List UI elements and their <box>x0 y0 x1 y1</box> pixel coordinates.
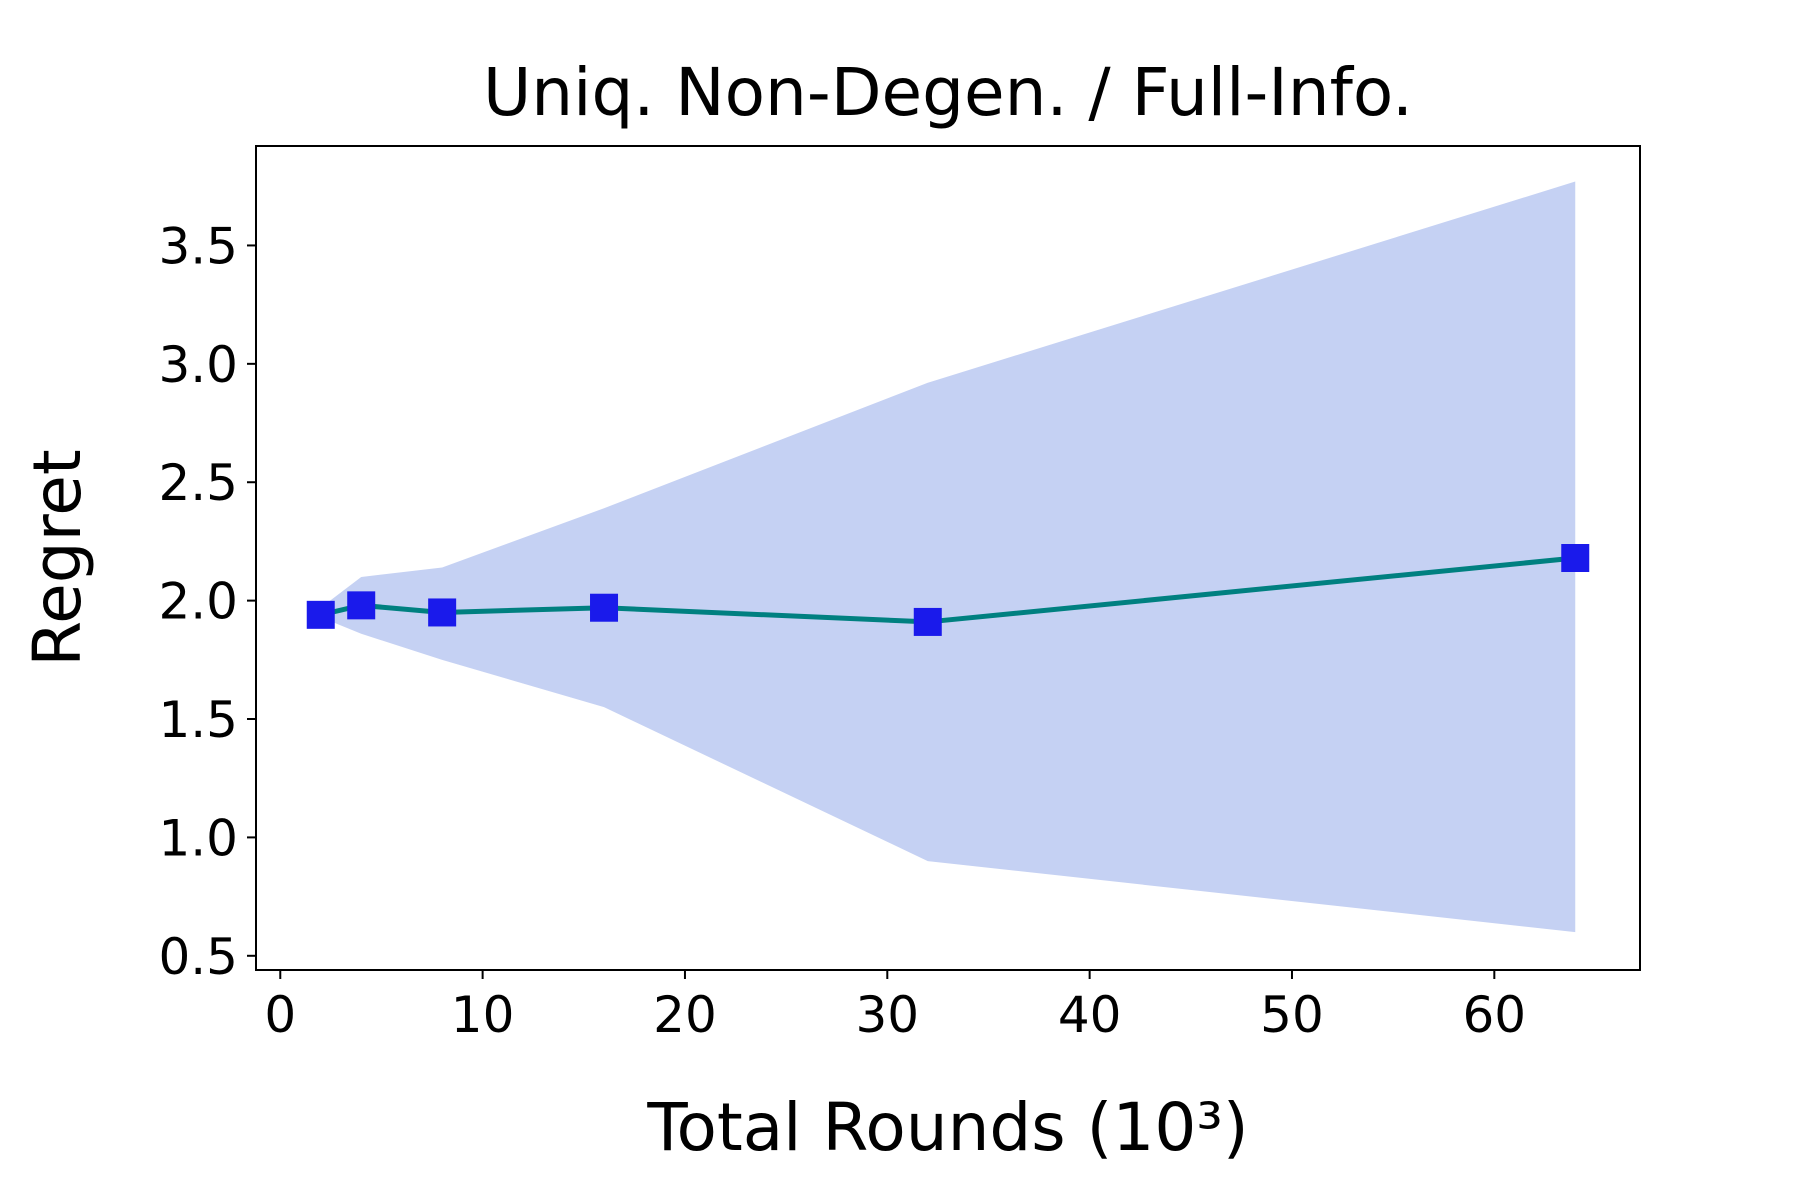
marker <box>347 591 376 620</box>
y-axis-label: Regret <box>19 449 96 667</box>
x-tick-label: 20 <box>653 986 717 1044</box>
marker <box>306 600 335 629</box>
marker <box>913 607 942 636</box>
plot-frame <box>255 145 1641 971</box>
y-tick-label: 2.5 <box>158 454 238 512</box>
marker <box>428 598 457 627</box>
y-tick-label: 1.5 <box>158 691 238 749</box>
error-band <box>320 181 1576 933</box>
y-tick-label: 3.5 <box>158 217 238 275</box>
y-tick-label: 0.5 <box>158 928 238 986</box>
x-tick-label: 0 <box>264 986 296 1044</box>
x-tick-label: 60 <box>1463 986 1527 1044</box>
y-tick-label: 2.0 <box>158 573 238 631</box>
x-tick-label: 10 <box>451 986 515 1044</box>
x-tick-label: 40 <box>1058 986 1122 1044</box>
marker <box>590 593 619 622</box>
x-tick-label: 50 <box>1260 986 1324 1044</box>
marker <box>1561 544 1590 572</box>
x-tick-label: 30 <box>855 986 919 1044</box>
x-axis-label: Total Rounds (10³) <box>646 1089 1248 1166</box>
chart-title: Uniq. Non-Degen. / Full-Info. <box>483 54 1413 131</box>
y-tick-label: 3.0 <box>158 336 238 394</box>
y-tick-label: 1.0 <box>158 809 238 867</box>
